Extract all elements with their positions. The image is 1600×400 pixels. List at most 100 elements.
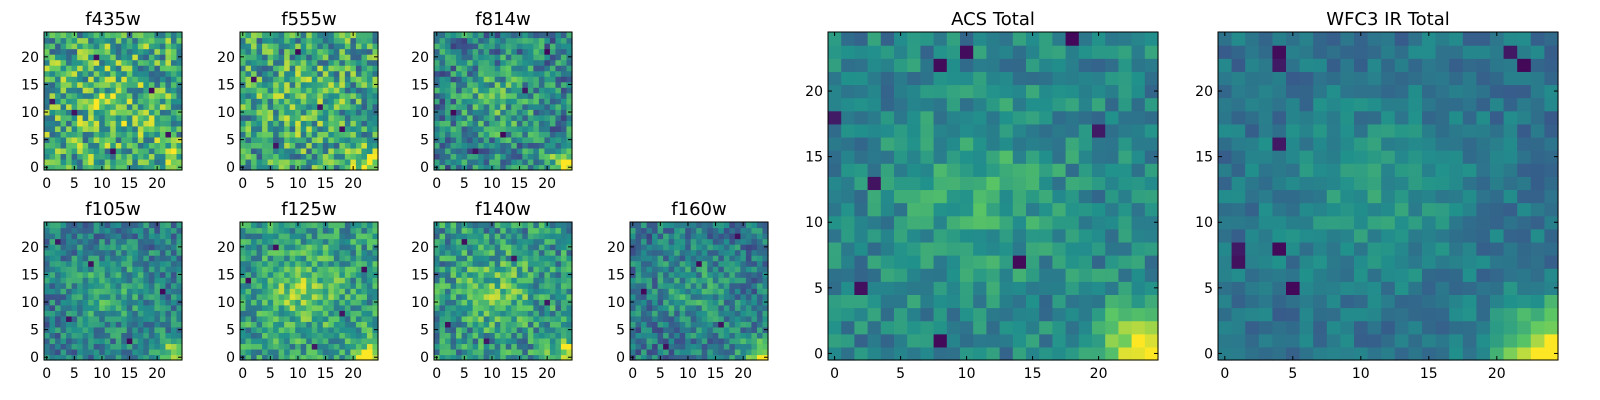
heatmap-cell (674, 238, 681, 245)
heatmap-cell (841, 150, 855, 164)
heatmap-cell (49, 65, 56, 72)
heatmap-cell (522, 326, 529, 333)
heatmap-cell (701, 233, 708, 240)
heatmap-cell (311, 293, 318, 300)
heatmap-cell (245, 321, 252, 328)
heatmap-cell (317, 321, 324, 328)
heatmap-cell (110, 288, 117, 295)
heatmap-cell (93, 233, 100, 240)
heatmap-cell (718, 238, 725, 245)
heatmap-cell (355, 158, 363, 166)
heatmap-cell (137, 354, 144, 361)
heatmap-cell (544, 98, 551, 105)
heatmap-cell (311, 153, 318, 160)
heatmap-cell (533, 227, 540, 234)
heatmap-cell (456, 76, 463, 83)
heatmap-cell (907, 150, 921, 164)
heatmap-cell (467, 142, 474, 149)
heatmap-cell (339, 343, 346, 350)
heatmap-cell (55, 227, 62, 234)
heatmap-cell (317, 354, 324, 361)
heatmap-cell (679, 354, 686, 361)
heatmap-cell (110, 109, 117, 116)
heatmap-cell (456, 288, 463, 295)
heatmap-cell (986, 346, 1001, 361)
heatmap-cell (322, 337, 329, 345)
heatmap-cell (555, 332, 562, 339)
heatmap-cell (920, 202, 935, 217)
heatmap-cell (322, 109, 329, 116)
heatmap-cell (679, 255, 686, 262)
heatmap-cell (740, 244, 747, 251)
heatmap-cell (1065, 241, 1080, 256)
heatmap-cell (339, 131, 346, 138)
heatmap-cell (154, 348, 161, 356)
heatmap-cell (461, 233, 468, 240)
heatmap-cell (907, 228, 921, 243)
heatmap-cell (450, 249, 457, 256)
heatmap-cell (93, 81, 100, 88)
heatmap-cell (657, 255, 664, 262)
heatmap-cell (328, 81, 335, 88)
heatmap-cell (317, 293, 324, 300)
heatmap-cell (366, 48, 374, 55)
heatmap-cell (245, 54, 252, 61)
heatmap-cell (71, 260, 78, 267)
x-tick-label: 5 (656, 366, 665, 382)
heatmap-cell (734, 332, 741, 339)
heatmap-cell (434, 348, 441, 356)
heatmap-cells-f555w (240, 32, 379, 171)
heatmap-cell (267, 293, 274, 300)
heatmap-cell (333, 37, 340, 44)
heatmap-cell (751, 299, 758, 306)
heatmap-cell (49, 125, 56, 132)
heatmap-cell (366, 37, 374, 44)
heatmap-cell (960, 281, 974, 295)
heatmap-cell (355, 337, 363, 345)
heatmap-cell (93, 109, 100, 116)
heatmap-cell (104, 238, 111, 245)
heatmap-cell (566, 147, 573, 155)
heatmap-cell (456, 147, 463, 155)
heatmap-cell (176, 114, 183, 121)
heatmap-cell (311, 249, 318, 256)
heatmap-cell (516, 87, 523, 94)
heatmap-cell (71, 114, 78, 121)
heatmap-cell (867, 150, 882, 164)
heatmap-cell (137, 249, 144, 256)
heatmap-cell (657, 348, 664, 356)
heatmap-cell (489, 136, 496, 143)
heatmap-cell (544, 277, 551, 284)
heatmap-cell (544, 315, 551, 322)
heatmap-cell (284, 238, 291, 245)
heatmap-cell (560, 293, 568, 300)
heatmap-cell (867, 255, 882, 269)
heatmap-cell (289, 114, 296, 121)
heatmap-cell (132, 65, 139, 72)
heatmap-cell (762, 255, 769, 262)
heatmap-cell (339, 266, 346, 273)
heatmap-cell (306, 321, 313, 328)
heatmap-cell (289, 125, 296, 132)
heatmap-cell (317, 158, 324, 166)
heatmap-cell (478, 43, 485, 50)
heatmap-cell (273, 37, 280, 44)
heatmap-cell (646, 354, 653, 361)
heatmap-cell (361, 288, 368, 295)
heatmap-cell (350, 109, 357, 116)
heatmap-cell (434, 260, 441, 267)
y-tick-label: 20 (21, 240, 39, 256)
heatmap-cell (110, 70, 117, 77)
heatmap-cell (344, 158, 351, 166)
heatmap-cell (549, 114, 557, 121)
heatmap-cell (159, 109, 167, 116)
heatmap-cell (740, 266, 747, 273)
heatmap-cell (289, 103, 296, 110)
heatmap-cell (300, 222, 307, 229)
x-tick-label: 15 (121, 176, 139, 192)
heatmap-cell (295, 54, 302, 61)
heatmap-cell (93, 332, 100, 339)
heatmap-cell (49, 54, 56, 61)
heatmap-cell (439, 48, 446, 55)
heatmap-cell (445, 260, 452, 267)
